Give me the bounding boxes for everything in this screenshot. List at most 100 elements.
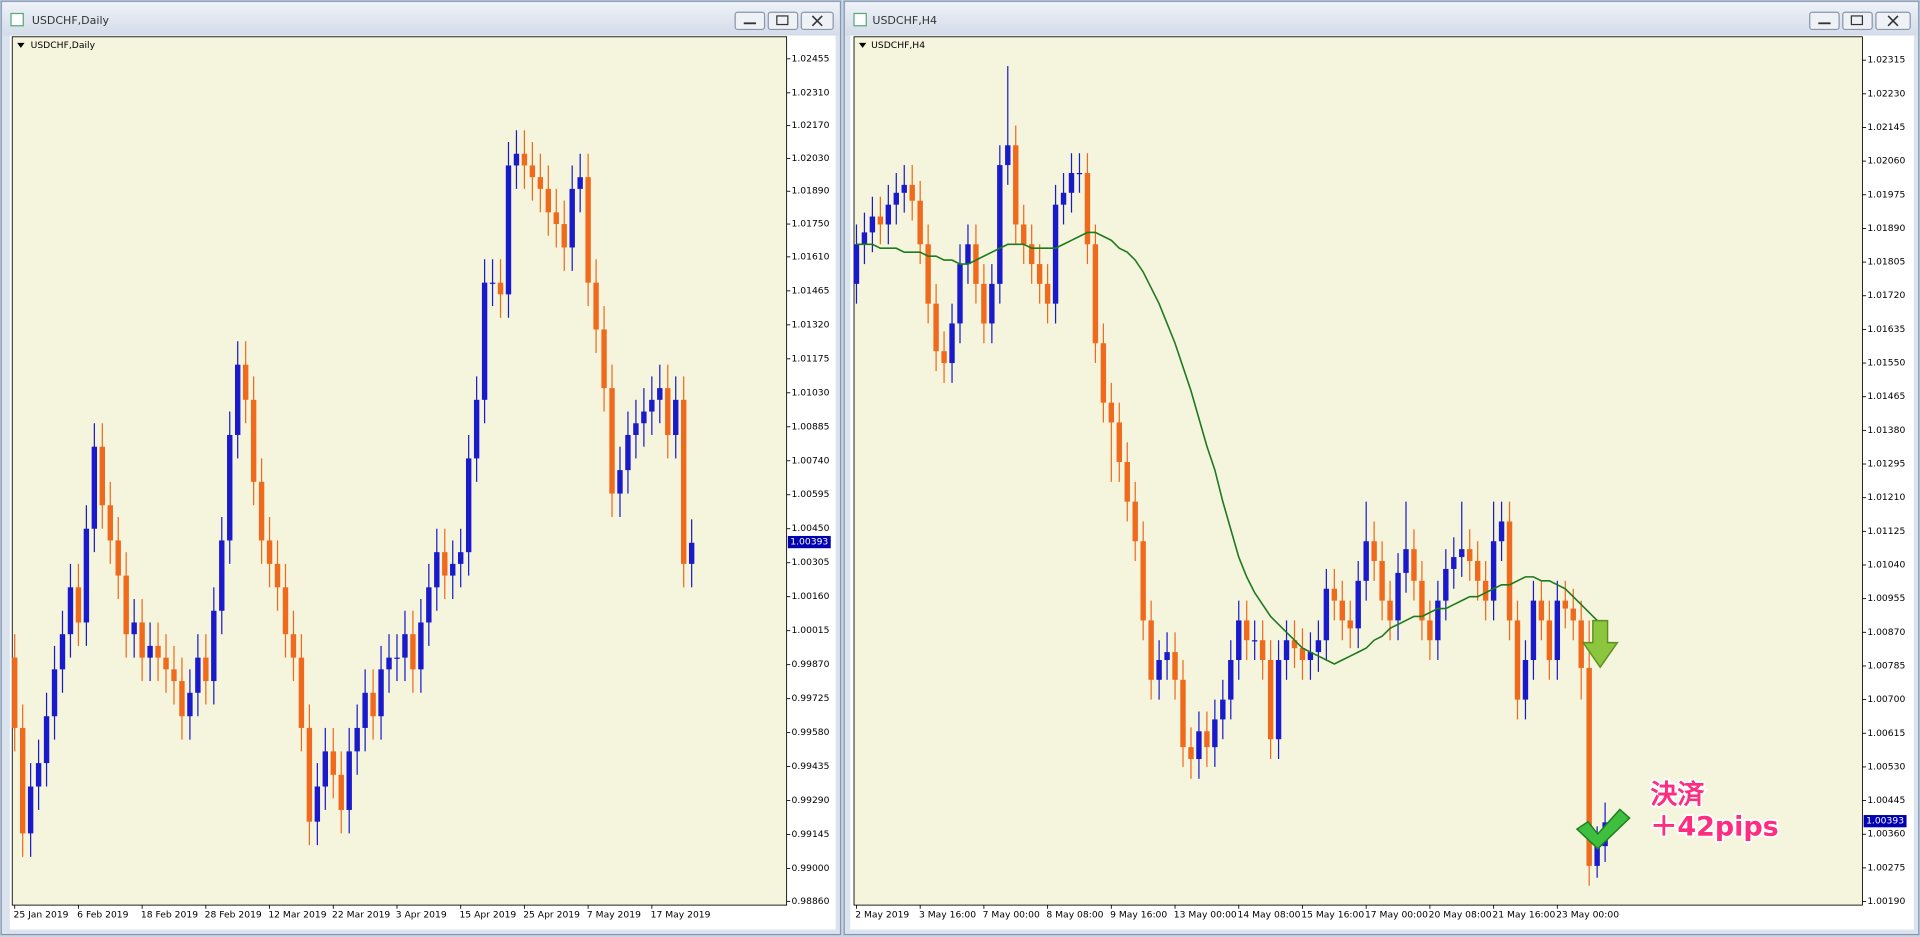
candle-body	[877, 216, 884, 225]
restore-button[interactable]	[767, 11, 799, 31]
candle-body	[537, 177, 544, 189]
candle-body	[1498, 521, 1505, 542]
candle-body	[909, 184, 915, 201]
y-tick-label: 1.02060	[1867, 156, 1905, 167]
y-tick-label: 0.99145	[792, 829, 830, 840]
candle-body	[601, 329, 607, 389]
candle-body	[290, 634, 297, 658]
y-tick-label: 1.02315	[1867, 55, 1905, 66]
candle-body	[147, 645, 153, 658]
candle-body	[497, 282, 504, 295]
candle-body	[973, 244, 979, 284]
y-tick-label: 1.01610	[792, 251, 830, 262]
title-bar	[845, 2, 1918, 36]
candle-body	[322, 751, 329, 787]
candle-body	[242, 364, 249, 400]
candle-body	[442, 552, 448, 576]
candle-body	[473, 399, 480, 459]
x-tick-label: 7 May 2019	[587, 909, 641, 920]
candle-body	[513, 153, 520, 166]
y-tick-label: 1.00700	[1867, 694, 1905, 705]
candle-body	[933, 303, 939, 352]
candle-body	[83, 528, 90, 623]
candle-body	[450, 563, 456, 576]
candle-body	[354, 727, 360, 752]
y-tick-label: 1.01635	[1867, 324, 1905, 335]
candle-body	[1387, 600, 1393, 621]
candle-body	[917, 200, 923, 245]
y-tick-label: 1.01805	[1867, 257, 1905, 268]
candle-body	[1148, 620, 1154, 680]
moving-average	[856, 231, 1606, 665]
candle-body	[426, 587, 432, 623]
y-tick-label: 1.01295	[1867, 459, 1905, 470]
x-tick-label: 15 May 16:00	[1301, 909, 1364, 920]
candle-body	[179, 681, 185, 717]
y-tick-label: 1.00530	[1867, 761, 1905, 772]
candle-body	[1506, 521, 1513, 621]
candle-body	[131, 622, 137, 635]
x-tick-label: 21 May 16:00	[1492, 909, 1555, 920]
candle-body	[1299, 648, 1306, 661]
window-title: USDCHF,H4	[872, 14, 937, 27]
candle-body	[306, 727, 313, 822]
candle-body	[1315, 640, 1322, 653]
candle-body	[1204, 731, 1210, 748]
candle-body	[1100, 343, 1107, 403]
candle-body	[1228, 660, 1234, 700]
y-tick-label: 0.99870	[792, 659, 830, 670]
candle-body	[402, 634, 408, 658]
candle-body	[338, 774, 344, 810]
y-tick-label: 1.01750	[792, 219, 830, 230]
candle-body	[1092, 244, 1099, 344]
candle-body	[657, 388, 663, 400]
candle-body	[1267, 660, 1274, 740]
y-tick-label: 1.00885	[792, 421, 830, 432]
candle-body	[1347, 620, 1353, 629]
candle-body	[1411, 549, 1417, 581]
minimize-button[interactable]	[734, 11, 766, 31]
y-tick-label: 1.01040	[1867, 559, 1905, 570]
chart-label: USDCHF,H4	[871, 40, 925, 51]
candle-body	[529, 165, 536, 178]
candle-body	[1044, 283, 1051, 304]
candle-body	[75, 587, 82, 623]
candle-body	[1578, 620, 1584, 668]
y-tick-label: 1.00160	[792, 591, 830, 602]
candle-body	[1236, 620, 1242, 661]
candle-body	[941, 351, 947, 364]
candle-body	[51, 669, 58, 717]
candle-body	[1156, 660, 1162, 680]
candle-body	[1188, 747, 1194, 760]
window-icon	[853, 12, 867, 27]
restore-button[interactable]	[1842, 11, 1873, 31]
candle-body	[362, 692, 368, 728]
y-tick-label: 1.00275	[1867, 862, 1905, 873]
minimize-button[interactable]	[1809, 11, 1840, 31]
candle-body	[1172, 652, 1178, 680]
x-tick-label: 8 May 08:00	[1046, 909, 1103, 920]
icon	[811, 15, 823, 27]
candle-body	[1140, 541, 1146, 621]
candle-body	[434, 552, 440, 588]
candle-body	[585, 177, 591, 283]
candle-body	[139, 622, 145, 658]
candle-body	[1116, 422, 1122, 463]
candle-body	[1323, 588, 1330, 641]
candle-body	[1132, 501, 1138, 542]
candle-body	[386, 657, 392, 670]
candle-body	[1570, 608, 1576, 621]
candle-body	[43, 716, 50, 764]
candle-body	[1212, 719, 1218, 748]
candle-body	[505, 165, 512, 295]
candle-body	[1251, 640, 1258, 642]
candle-body	[378, 669, 384, 717]
x-tick-label: 25 Apr 2019	[523, 909, 580, 920]
candle-body	[1180, 679, 1186, 748]
candle-body	[649, 399, 655, 412]
candle-body	[27, 786, 34, 834]
candle-body	[625, 434, 631, 471]
candle-body	[1028, 244, 1035, 265]
candle-body	[981, 283, 987, 324]
y-tick-label: 1.02030	[792, 153, 830, 164]
